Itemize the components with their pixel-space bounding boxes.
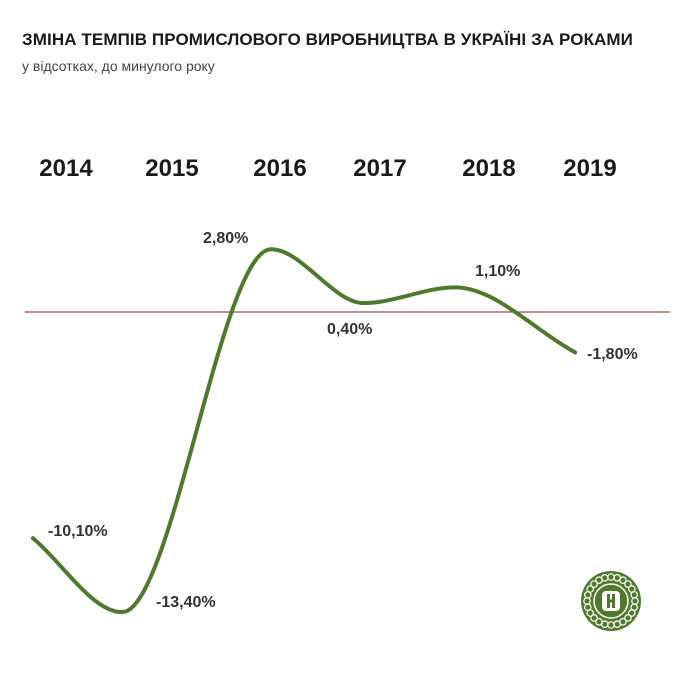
data-point: [269, 247, 273, 252]
year-label: 2017: [353, 155, 406, 182]
data-label: -1,80%: [587, 346, 638, 363]
data-point: [453, 285, 457, 290]
year-label: 2018: [462, 155, 515, 182]
series-line: [31, 247, 577, 615]
year-label: 2015: [145, 155, 198, 182]
chart-title: ЗМІНА ТЕМПІВ ПРОМИСЛОВОГО ВИРОБНИЦТВА В …: [22, 30, 634, 49]
data-label: -10,10%: [48, 523, 108, 540]
data-label: 1,10%: [475, 263, 520, 280]
year-label: 2014: [39, 155, 93, 182]
data-label: 2,80%: [203, 230, 248, 247]
year-label: 2019: [563, 155, 616, 182]
data-label: -13,40%: [156, 594, 216, 611]
data-point: [120, 610, 124, 615]
chart-subtitle: у відсотках, до минулого року: [22, 58, 215, 74]
circular-seal-logo: [581, 571, 641, 631]
data-point: [573, 350, 577, 355]
data-point: [31, 536, 35, 541]
data-label: 0,40%: [327, 321, 372, 338]
data-point: [362, 301, 366, 306]
year-label: 2016: [253, 155, 306, 182]
